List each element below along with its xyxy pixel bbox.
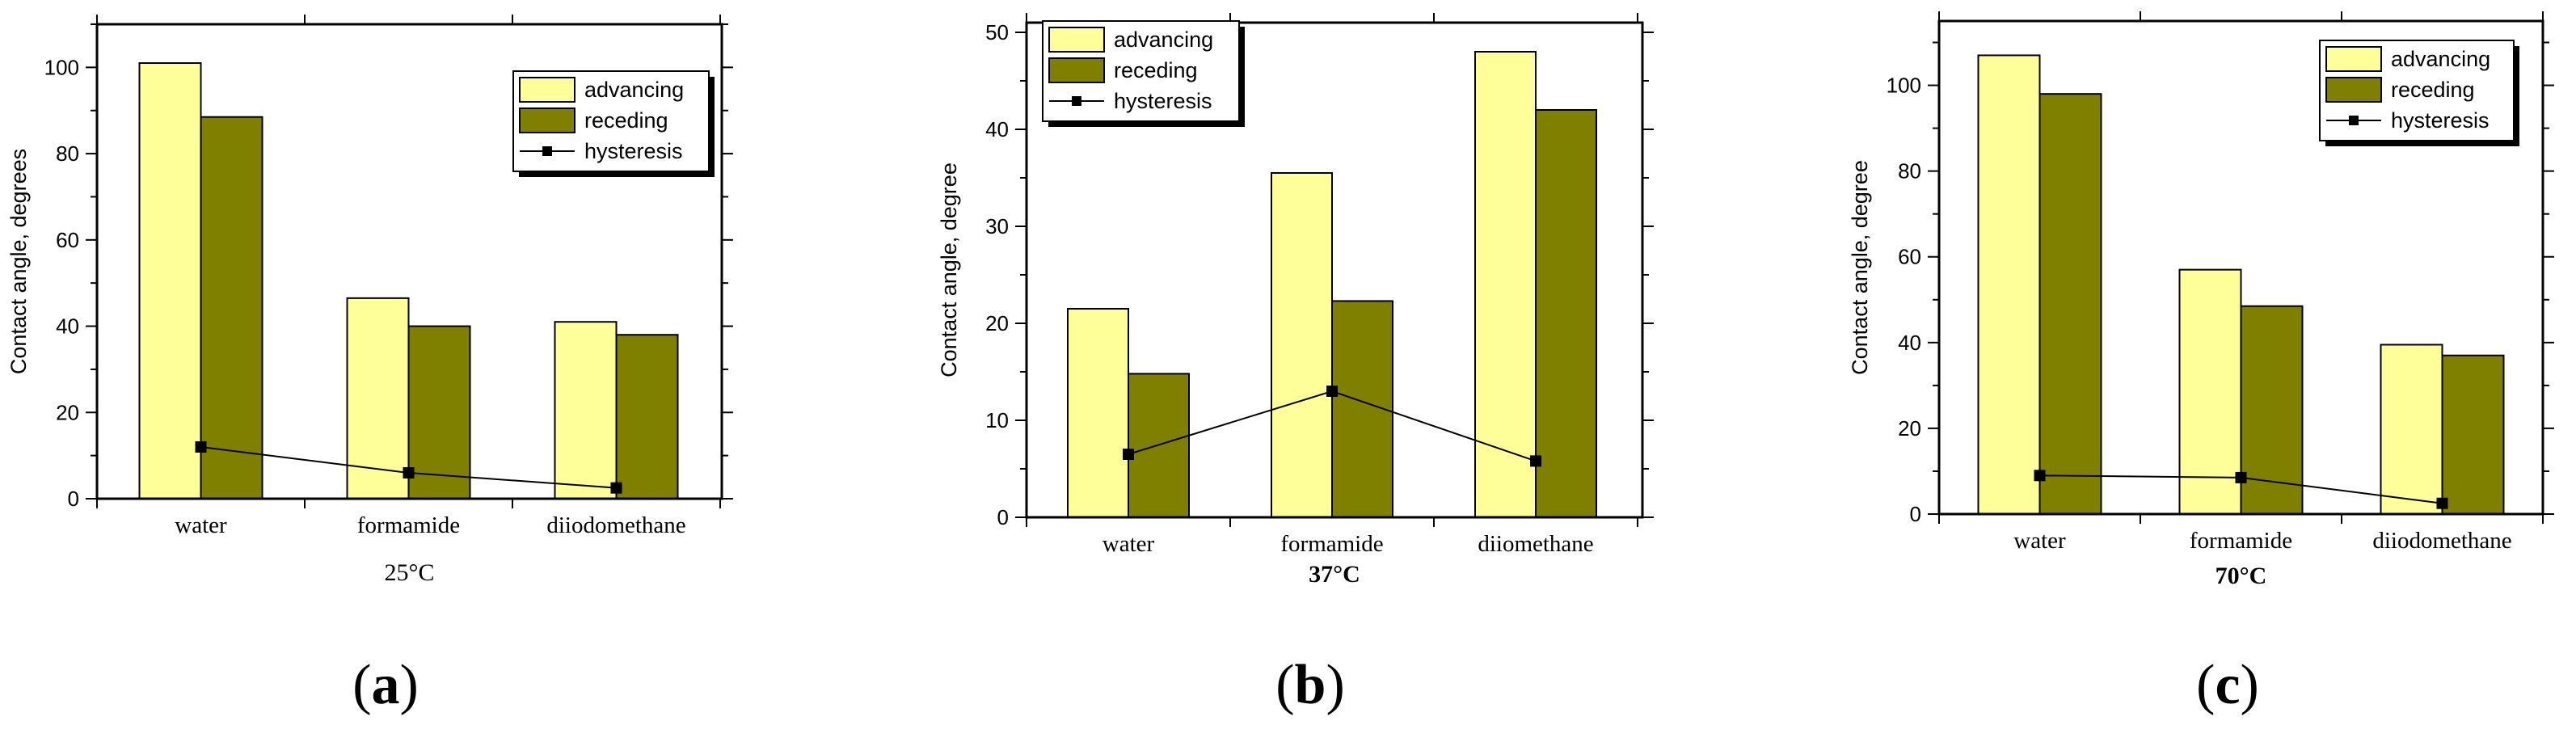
- bar-receding: [2240, 305, 2304, 515]
- y-tick-label: 60: [1898, 245, 1921, 269]
- legend-label-receding: receding: [584, 108, 668, 133]
- y-tick-label: 80: [56, 141, 79, 166]
- panel-label: (b): [1275, 654, 1345, 716]
- y-axis-title: Contact angle, degree: [1848, 160, 1872, 375]
- y-tick-label: 20: [1898, 416, 1921, 441]
- x-category-label: water: [2013, 528, 2066, 554]
- panel-label-close-paren: ): [2241, 654, 2259, 716]
- bar-advancing: [1474, 51, 1537, 518]
- bar-advancing: [1271, 172, 1333, 518]
- legend-swatch-receding: [1048, 57, 1105, 83]
- legend-label-advancing: advancing: [584, 78, 684, 102]
- x-category-label: diiodomethane: [2372, 528, 2511, 554]
- bar-advancing: [346, 297, 410, 500]
- bar-receding: [1535, 109, 1597, 518]
- legend-swatch-receding: [2325, 77, 2382, 103]
- bar-receding: [615, 334, 679, 500]
- legend-label-hysteresis: hysteresis: [2391, 108, 2490, 133]
- x-category-label: diiomethane: [1478, 531, 1593, 557]
- bar-advancing: [138, 62, 202, 500]
- panel-label-letter: c: [2215, 654, 2240, 716]
- legend: advancing receding hysteresis: [2319, 40, 2519, 146]
- bar-receding: [2038, 93, 2102, 516]
- plot-frame: [1025, 21, 1644, 519]
- legend-swatch-advancing: [1048, 27, 1105, 53]
- y-tick-label: 0: [997, 505, 1009, 529]
- bar-receding: [200, 116, 264, 500]
- bar-advancing: [554, 321, 618, 500]
- y-tick-label: 80: [1898, 159, 1921, 183]
- panel-label-close-paren: ): [400, 654, 419, 716]
- plot-frame: [1937, 19, 2544, 516]
- x-axis-title: 70°C: [2216, 563, 2267, 589]
- plot-frame: [95, 23, 723, 500]
- chart-panel-a: 0 20 40 60 80 100 water formamide diiodomethane 2…: [6, 15, 733, 716]
- legend-marker-hysteresis: [542, 146, 552, 156]
- legend: advancing receding hysteresis: [512, 70, 715, 177]
- legend-label-receding: receding: [2391, 78, 2475, 102]
- bar-advancing: [1977, 54, 2041, 516]
- y-tick-label: 40: [56, 314, 79, 339]
- x-category-label: formamide: [2190, 528, 2292, 554]
- y-tick-label: 30: [985, 214, 1009, 238]
- hysteresis-point: [1530, 455, 1541, 467]
- legend-label-advancing: advancing: [2391, 47, 2490, 71]
- hysteresis-point: [2436, 497, 2448, 509]
- y-tick-label: 20: [56, 400, 79, 424]
- y-tick-label: 10: [985, 408, 1009, 432]
- bar-receding: [2441, 354, 2505, 515]
- x-category-label: water: [1102, 531, 1155, 557]
- hysteresis-point: [1123, 449, 1134, 460]
- y-tick-label: 100: [44, 55, 79, 79]
- hysteresis-point: [403, 466, 415, 479]
- x-category-label: formamide: [357, 512, 460, 538]
- panel-label-close-paren: ): [1326, 654, 1344, 716]
- hysteresis-point: [610, 482, 622, 494]
- x-axis-title: 25°C: [384, 559, 434, 586]
- panel-label-letter: b: [1295, 654, 1326, 716]
- hysteresis-point: [195, 441, 207, 453]
- legend-label-hysteresis: hysteresis: [584, 139, 683, 163]
- panel-label-open-paren: (: [1275, 654, 1294, 716]
- y-tick-label: 20: [985, 311, 1009, 335]
- x-category-label: formamide: [1280, 531, 1383, 557]
- legend-label-receding: receding: [1114, 58, 1198, 82]
- x-category-label: diiodomethane: [546, 512, 685, 538]
- hysteresis-point: [2235, 471, 2247, 483]
- y-tick-label: 60: [56, 228, 79, 252]
- x-axis-title: 37°C: [1309, 561, 1360, 588]
- legend-swatch-advancing: [2325, 46, 2382, 72]
- bar-advancing: [2178, 268, 2242, 515]
- y-tick-label: 50: [985, 20, 1009, 44]
- y-tick-label: 0: [68, 487, 79, 511]
- panel-label: (a): [352, 654, 419, 716]
- chart-panel-b: 0 10 20 30 40 50 water formamide diiomethane 37°C…: [937, 13, 1654, 716]
- legend-swatch-advancing: [519, 77, 575, 103]
- bar-advancing: [1067, 308, 1129, 518]
- legend: advancing receding hysteresis: [1042, 20, 1245, 127]
- y-tick-label: 100: [1887, 74, 1921, 98]
- panel-label-letter: a: [372, 654, 400, 716]
- y-tick-label: 0: [1910, 502, 1921, 526]
- bar-advancing: [2380, 344, 2443, 516]
- y-tick-label: 40: [1898, 331, 1921, 355]
- hysteresis-point: [1326, 386, 1338, 397]
- legend-marker-hysteresis: [1072, 96, 1081, 106]
- chart-panel-c: 0 20 40 60 80 100 water formamide diiodomethane 7…: [1848, 11, 2554, 716]
- panel-label-open-paren: (: [352, 654, 371, 716]
- legend-label-hysteresis: hysteresis: [1114, 89, 1212, 113]
- y-axis-title: Contact angle, degrees: [6, 149, 31, 374]
- panel-label-open-paren: (: [2196, 654, 2215, 716]
- y-axis-title: Contact angle, degree: [937, 162, 961, 377]
- hysteresis-point: [2034, 470, 2046, 482]
- legend-marker-hysteresis: [2349, 116, 2359, 125]
- y-tick-label: 40: [985, 117, 1009, 141]
- x-category-label: water: [175, 512, 227, 538]
- legend-swatch-receding: [519, 108, 575, 133]
- panel-label: (c): [2196, 654, 2259, 716]
- legend-label-advancing: advancing: [1114, 27, 1213, 52]
